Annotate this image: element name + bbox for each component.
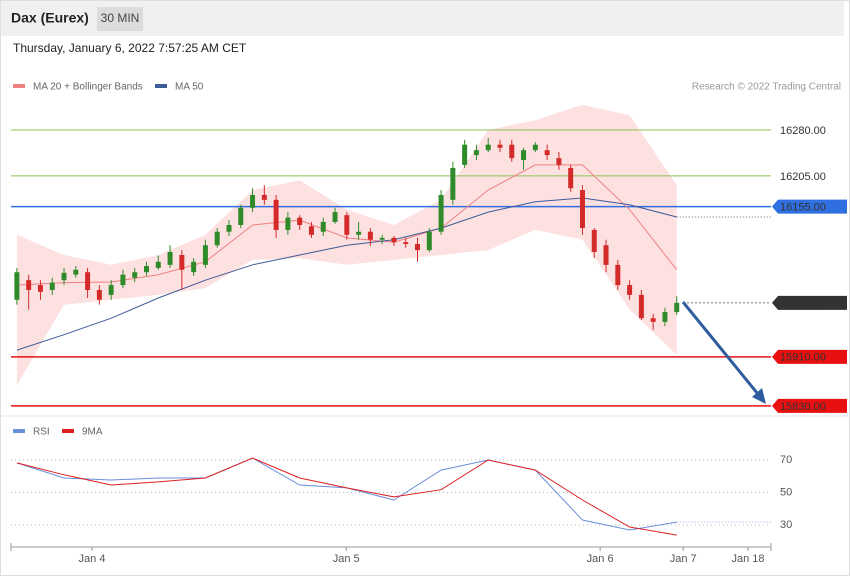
candle-body bbox=[96, 289, 102, 300]
candle-body bbox=[450, 167, 456, 200]
candle-body bbox=[403, 242, 409, 244]
candle-body bbox=[356, 231, 362, 235]
legend-label: MA 20 + Bollinger Bands bbox=[33, 82, 143, 93]
level-label: 15830.00 bbox=[780, 401, 826, 413]
date: Thursday, January 6, 2022 7:57:25 AM CET bbox=[13, 41, 247, 55]
candle-body bbox=[226, 224, 232, 232]
candle-body bbox=[568, 167, 574, 189]
candle-body bbox=[662, 312, 668, 322]
candle-body bbox=[261, 194, 267, 200]
x-tick-label: Jan 7 bbox=[670, 553, 697, 565]
candle-body bbox=[120, 274, 126, 286]
legend-label: RSI bbox=[33, 427, 50, 438]
arrow-head bbox=[752, 388, 766, 404]
candle-body bbox=[674, 302, 680, 313]
level-label: 16205.00 bbox=[780, 171, 826, 183]
y-tick-label: 30 bbox=[780, 519, 792, 531]
candle-body bbox=[367, 231, 373, 240]
level-label: 15910.00 bbox=[780, 352, 826, 364]
candle-body bbox=[167, 251, 173, 265]
candle-body bbox=[14, 272, 20, 300]
candle-body bbox=[615, 264, 621, 286]
candle-body bbox=[603, 245, 609, 265]
candle-body bbox=[250, 194, 256, 208]
level-label: 15998.00 bbox=[780, 298, 826, 310]
y-tick-label: 50 bbox=[780, 486, 792, 498]
candle-body bbox=[591, 229, 597, 252]
candle-body bbox=[438, 194, 444, 232]
timeframe-box[interactable] bbox=[97, 7, 143, 31]
candle-body bbox=[144, 266, 150, 273]
candle-body bbox=[473, 150, 479, 156]
x-tick-label: Jan 6 bbox=[587, 553, 614, 565]
level-label: 16155.00 bbox=[780, 202, 826, 214]
candle-body bbox=[132, 272, 138, 278]
x-tick-label: Jan 18 bbox=[732, 553, 765, 565]
indicator-line bbox=[16, 457, 677, 536]
legend-swatch bbox=[13, 84, 25, 88]
level-label: 16280.00 bbox=[780, 125, 826, 137]
candle-body bbox=[297, 217, 303, 225]
candle-body bbox=[285, 217, 291, 230]
candle-body bbox=[521, 150, 527, 160]
x-tick-label: Jan 5 bbox=[333, 553, 360, 565]
candle-body bbox=[497, 144, 503, 148]
level-label-box bbox=[772, 398, 847, 413]
candle-body bbox=[73, 269, 79, 275]
level-label-box bbox=[772, 349, 847, 364]
candle-body bbox=[202, 245, 208, 265]
legend-swatch bbox=[155, 84, 167, 88]
candle-body bbox=[238, 207, 244, 225]
legend-swatch bbox=[62, 429, 74, 433]
candle-body bbox=[579, 190, 585, 229]
candle-body bbox=[627, 285, 633, 295]
candle-body bbox=[332, 212, 338, 222]
candle-body bbox=[509, 144, 515, 159]
candle-body bbox=[391, 237, 397, 243]
candle-body bbox=[273, 199, 279, 230]
title: Dax (Eurex) bbox=[11, 10, 89, 26]
candle-body bbox=[320, 221, 326, 232]
candle-body bbox=[462, 144, 468, 165]
candle-body bbox=[155, 261, 161, 268]
candle-body bbox=[37, 285, 43, 292]
candle-body bbox=[214, 231, 220, 246]
projection-arrow bbox=[681, 301, 764, 400]
legend-swatch bbox=[13, 429, 25, 433]
candle-body bbox=[426, 231, 432, 251]
candle-body bbox=[344, 215, 350, 235]
candle-body bbox=[108, 285, 114, 295]
candle-body bbox=[485, 144, 491, 151]
candle-body bbox=[61, 272, 67, 281]
level-label-box bbox=[772, 295, 847, 310]
price-panel: MA 20 + Bollinger Bands MA 50 16280.00 1620… bbox=[11, 82, 847, 413]
x-tick-label: Jan 4 bbox=[79, 553, 106, 565]
candle-body bbox=[532, 144, 538, 151]
legend-label: MA 50 bbox=[175, 82, 204, 93]
candle-body bbox=[85, 272, 91, 290]
candle-body bbox=[191, 261, 197, 273]
candle-body bbox=[556, 158, 562, 165]
candle-body bbox=[544, 150, 550, 156]
credit: Research © 2022 Trading Central bbox=[692, 82, 841, 93]
candle-body bbox=[415, 243, 421, 251]
ma-line bbox=[16, 197, 677, 351]
y-tick-label: 70 bbox=[780, 454, 792, 466]
candle-body bbox=[49, 282, 55, 290]
level-label-box bbox=[772, 199, 847, 214]
candle-body bbox=[638, 294, 644, 319]
rsi-panel: RSI 9MA 30 50 70 Jan 4 Jan 5 Jan 6 Jan 7 Jan 18 bbox=[10, 427, 792, 565]
candle-body bbox=[26, 280, 32, 290]
candle-body bbox=[308, 226, 314, 235]
timeframe[interactable]: 30 MIN bbox=[101, 11, 140, 25]
legend-label: 9MA bbox=[82, 427, 103, 438]
candle-body bbox=[650, 318, 656, 322]
candle-body bbox=[179, 255, 185, 270]
candle-body bbox=[379, 237, 385, 240]
